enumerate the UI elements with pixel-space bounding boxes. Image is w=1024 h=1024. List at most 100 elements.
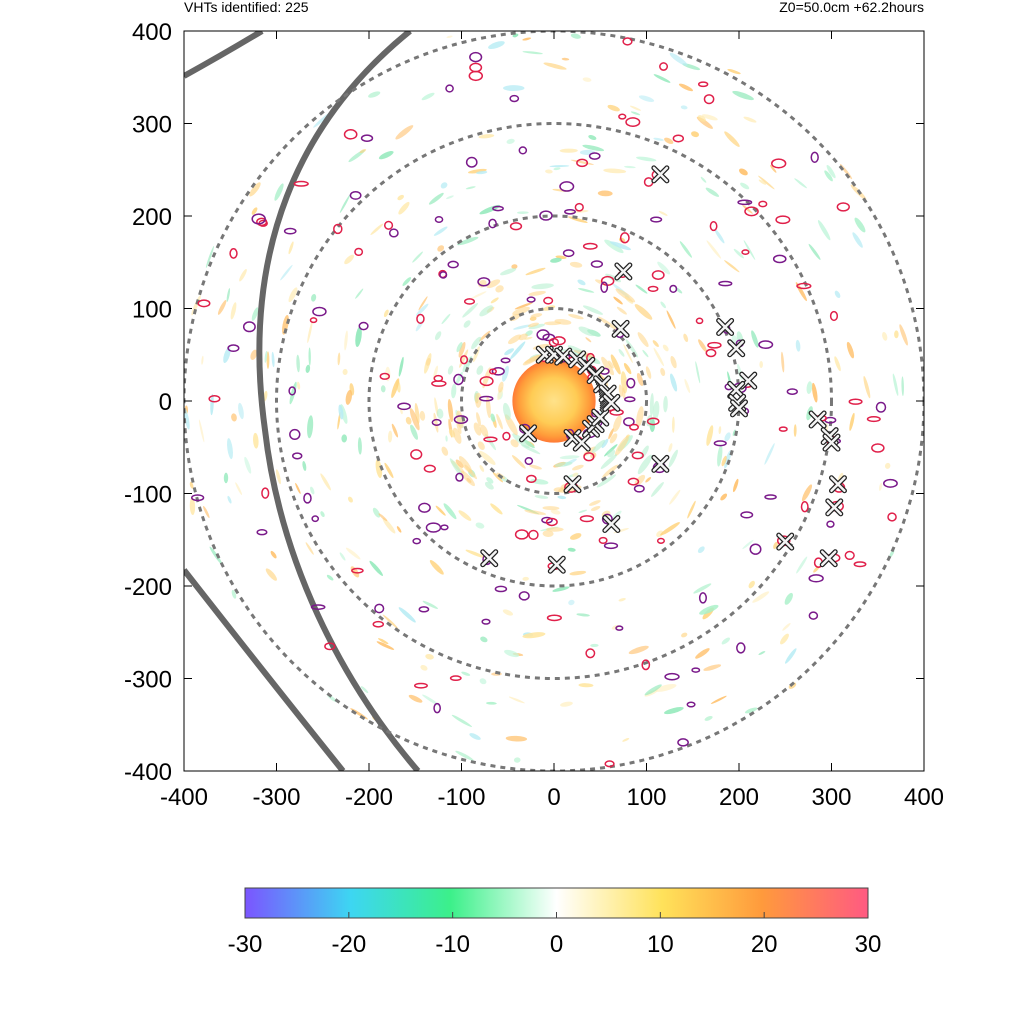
contour-blob [333, 223, 343, 235]
contour-blob [749, 543, 762, 555]
vht-marker [602, 393, 621, 412]
field-streak [660, 522, 680, 536]
contour-blob [469, 51, 483, 63]
contour-blob [481, 618, 491, 625]
field-streak [669, 373, 678, 392]
contour-blob [545, 517, 558, 527]
field-streak [295, 482, 301, 494]
field-streak [570, 159, 594, 165]
field-streak [638, 95, 655, 102]
contour-blob [488, 218, 497, 229]
field-streak [598, 316, 618, 330]
field-streak [550, 257, 562, 263]
contour-blob [796, 282, 812, 290]
field-streak [525, 267, 546, 276]
field-streak [703, 664, 722, 671]
vht-marker [727, 339, 746, 358]
contour-blob [293, 180, 309, 187]
field-streak [793, 424, 797, 437]
contour-blob [256, 217, 268, 227]
field-streak [658, 210, 668, 216]
contour-blob [483, 436, 498, 443]
contour-blob [705, 348, 717, 358]
field-streak [514, 302, 533, 310]
field-streak [780, 633, 789, 645]
field-streak [310, 486, 315, 495]
y-tick-label: 0 [159, 389, 172, 416]
field-streak [644, 684, 662, 696]
field-streak [846, 341, 855, 359]
contour-blob [618, 113, 627, 120]
contour-blob [633, 484, 645, 493]
field-streak [375, 458, 383, 479]
vht-marker [776, 532, 795, 551]
field-streak [378, 150, 394, 160]
contour-blob [447, 260, 459, 269]
field-streak [577, 279, 586, 286]
contour-blob [770, 158, 787, 169]
contour-blob [643, 177, 654, 187]
contour-blob [500, 357, 511, 364]
field-streak [468, 168, 487, 174]
field-streak [436, 408, 444, 419]
field-streak [784, 592, 793, 605]
field-streak [622, 387, 626, 400]
field-streak [652, 340, 659, 348]
field-streak [209, 546, 223, 565]
field-streak [636, 406, 644, 428]
field-streak [455, 459, 464, 468]
contour-blob [582, 242, 598, 250]
field-streak [445, 435, 448, 442]
field-streak [203, 505, 210, 519]
field-streak [834, 356, 841, 372]
contour-blob [191, 494, 205, 502]
field-streak [415, 303, 429, 316]
contour-blob [800, 501, 809, 513]
field-streak [409, 408, 420, 431]
field-streak [720, 493, 728, 501]
field-streak [618, 349, 625, 357]
contour-blob [453, 373, 464, 386]
x-tick-label: -200 [345, 784, 393, 811]
field-streak [498, 381, 504, 393]
field-streak [253, 432, 259, 449]
field-streak [567, 345, 584, 353]
field-streak [425, 653, 434, 660]
field-streak [782, 622, 791, 631]
field-streak [612, 510, 622, 520]
field-streak [320, 511, 325, 518]
contour-blob [289, 428, 301, 441]
field-streak [721, 637, 731, 645]
contour-blob [526, 474, 537, 484]
field-streak [660, 301, 666, 309]
field-streak [695, 361, 701, 384]
field-streak [339, 194, 351, 213]
field-streak [469, 733, 481, 740]
field-streak [553, 167, 561, 171]
field-streak [744, 707, 758, 714]
range-ring-300 [275, 122, 833, 680]
field-streak [680, 105, 688, 110]
field-streak [227, 495, 232, 504]
field-streak [189, 497, 196, 515]
field-streak [462, 302, 479, 318]
field-streak [355, 288, 364, 299]
field-streak [585, 337, 592, 343]
field-streak [339, 552, 346, 561]
field-streak [476, 365, 484, 375]
field-streak [542, 506, 560, 511]
field-streak [326, 574, 334, 581]
vht-count-label: VHTs identified: 225 [184, 0, 309, 15]
contour-blob [741, 249, 750, 255]
field-streak [610, 354, 621, 375]
field-streak [630, 111, 641, 116]
field-streak [628, 645, 649, 655]
field-streak [623, 344, 633, 364]
field-streak [697, 115, 706, 122]
field-streak [289, 381, 297, 405]
field-streak [795, 282, 807, 302]
contour-blob [677, 738, 689, 747]
contour-blob [778, 426, 788, 432]
field-streak [465, 549, 485, 558]
field-streak [878, 482, 883, 491]
